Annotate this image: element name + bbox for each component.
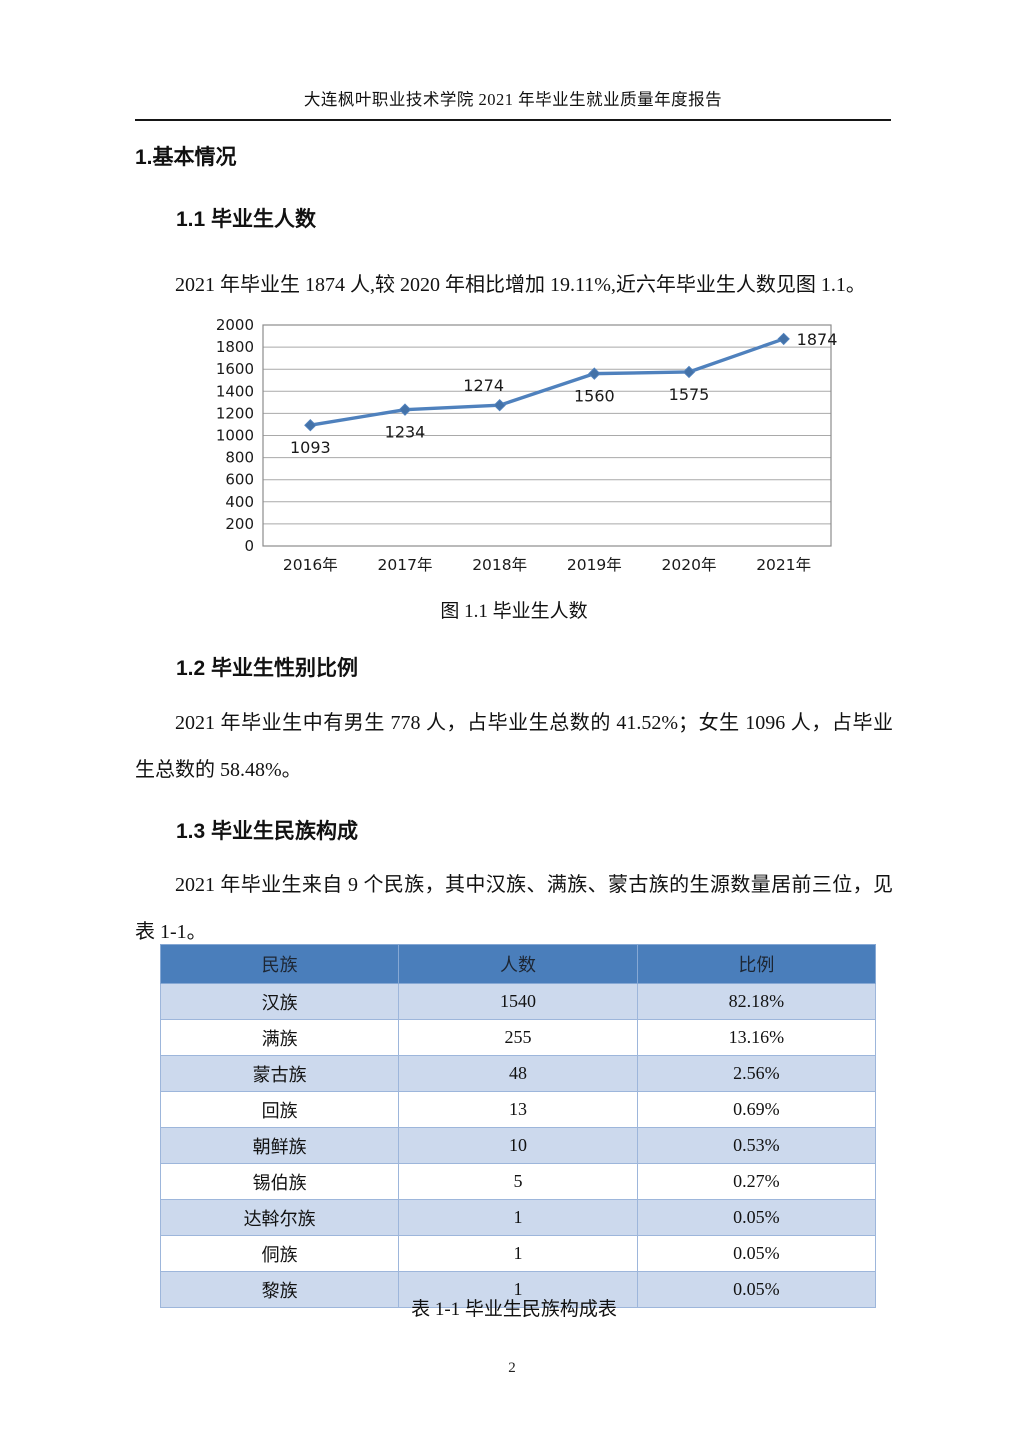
table-cell: 2.56% xyxy=(636,1055,877,1092)
y-axis-tick-label: 1400 xyxy=(216,382,254,400)
table-header-cell: 比例 xyxy=(636,944,877,984)
table-cell: 0.69% xyxy=(636,1091,877,1128)
y-axis-tick-label: 1000 xyxy=(216,427,254,445)
data-point-label: 1874 xyxy=(797,330,838,349)
table-cell: 朝鲜族 xyxy=(159,1127,400,1164)
y-axis-tick-label: 2000 xyxy=(216,316,254,334)
table-cell: 13.16% xyxy=(636,1019,877,1056)
table-cell: 0.05% xyxy=(636,1271,877,1308)
data-point-marker xyxy=(682,365,696,379)
table-cell: 回族 xyxy=(159,1091,400,1128)
y-axis-tick-label: 200 xyxy=(225,515,254,533)
section-heading-basic-info: 1.基本情况 xyxy=(135,146,237,169)
page-number: 2 xyxy=(508,1360,516,1376)
data-point-marker xyxy=(588,367,601,380)
figure-caption: 图 1.1 毕业生人数 xyxy=(440,601,588,622)
page-header: 大连枫叶职业技术学院 2021 年毕业生就业质量年度报告 xyxy=(135,86,891,121)
paragraph-gender-ratio: 2021 年毕业生中有男生 778 人，占毕业生总数的 41.52%；女生 10… xyxy=(135,712,893,781)
table-row: 满族 255 13.16% xyxy=(159,1019,877,1056)
table-row: 黎族 1 0.05% xyxy=(159,1271,877,1308)
x-axis-tick-label: 2017年 xyxy=(378,556,433,574)
data-point-marker xyxy=(777,332,790,346)
table-cell: 82.18% xyxy=(636,983,877,1020)
x-axis-tick-label: 2019年 xyxy=(567,556,622,574)
y-axis-tick-label: 1200 xyxy=(216,404,254,422)
x-axis-tick-label: 2016年 xyxy=(283,556,338,574)
x-axis-tick-label: 2021年 xyxy=(756,556,811,574)
table-row: 朝鲜族 10 0.53% xyxy=(159,1127,877,1164)
data-point-marker xyxy=(493,399,506,412)
table-cell: 13 xyxy=(398,1091,638,1128)
x-axis-tick-label: 2018年 xyxy=(472,556,527,574)
y-axis-tick-label: 400 xyxy=(225,493,254,511)
table-cell: 10 xyxy=(398,1127,638,1164)
data-point-label: 1575 xyxy=(669,385,710,404)
table-cell: 1 xyxy=(398,1271,638,1308)
y-axis-tick-label: 1600 xyxy=(216,360,254,378)
y-axis-tick-label: 800 xyxy=(225,449,254,467)
data-point-label: 1234 xyxy=(385,423,426,442)
ethnicity-table: 民族 人数 比例 汉族 1540 82.18% 满族 255 13.16% 蒙古族 48 2.56%… xyxy=(159,944,877,1308)
table-cell: 满族 xyxy=(159,1019,400,1056)
y-axis-tick-label: 1800 xyxy=(216,338,254,356)
table-header-row: 民族 人数 比例 xyxy=(159,944,877,984)
table-cell: 达斡尔族 xyxy=(159,1199,400,1236)
x-axis-tick-label: 2020年 xyxy=(662,556,717,574)
y-axis-tick-label: 600 xyxy=(225,471,254,489)
table-row: 汉族 1540 82.18% xyxy=(159,983,877,1020)
table-row: 蒙古族 48 2.56% xyxy=(159,1055,877,1092)
table-cell: 0.53% xyxy=(636,1127,877,1164)
table-cell: 锡伯族 xyxy=(159,1163,400,1200)
table-cell: 255 xyxy=(398,1019,638,1056)
section-heading-gender-ratio: 1.2 毕业生性别比例 xyxy=(176,657,359,680)
table-cell: 0.27% xyxy=(636,1163,877,1200)
section-heading-ethnic-composition: 1.3 毕业生民族构成 xyxy=(176,820,359,843)
table-cell: 黎族 xyxy=(159,1271,400,1308)
paragraph-graduate-count: 2021 年毕业生 1874 人,较 2020 年相比增加 19.11%,近六年… xyxy=(175,274,866,296)
plot-border xyxy=(262,324,832,547)
table-header-cell: 人数 xyxy=(398,944,638,984)
data-point-label: 1274 xyxy=(463,376,504,395)
table-cell: 蒙古族 xyxy=(159,1055,400,1092)
table-row: 达斡尔族 1 0.05% xyxy=(159,1199,877,1236)
table-cell: 48 xyxy=(398,1055,638,1092)
y-axis-tick-label: 0 xyxy=(244,537,254,555)
document-title: 大连枫叶职业技术学院 2021 年毕业生就业质量年度报告 xyxy=(303,90,723,109)
table-cell: 0.05% xyxy=(636,1199,877,1236)
data-point-label: 1560 xyxy=(574,387,615,406)
table-row: 回族 13 0.69% xyxy=(159,1091,877,1128)
table-cell: 1 xyxy=(398,1199,638,1236)
graduates-line-chart: 0 200 400 600 800 1000 1200 1400 1600 1800 2000 201… xyxy=(196,316,846,584)
table-cell: 0.05% xyxy=(636,1235,877,1272)
table-cell: 侗族 xyxy=(159,1235,400,1272)
line-chart-svg: 0 200 400 600 800 1000 1200 1400 1600 1800 2000 201… xyxy=(216,316,838,574)
section-heading-graduate-count: 1.1 毕业生人数 xyxy=(176,208,317,231)
table-row: 侗族 1 0.05% xyxy=(159,1235,877,1272)
table-cell: 5 xyxy=(398,1163,638,1200)
table-cell: 1540 xyxy=(398,983,638,1020)
table-body: 汉族 1540 82.18% 满族 255 13.16% 蒙古族 48 2.56% 回族 13 0.6… xyxy=(159,983,877,1308)
table-cell: 汉族 xyxy=(159,983,400,1020)
data-point-marker xyxy=(398,403,412,416)
table-row: 锡伯族 5 0.27% xyxy=(159,1163,877,1200)
paragraph-ethnic-composition: 2021 年毕业生来自 9 个民族，其中汉族、满族、蒙古族的生源数量居前三位，见… xyxy=(135,874,893,943)
table-caption: 表 1-1 毕业生民族构成表 xyxy=(411,1299,617,1320)
series-line xyxy=(308,337,786,427)
table-header-cell: 民族 xyxy=(159,944,400,984)
table-cell: 1 xyxy=(398,1235,638,1272)
data-point-label: 1093 xyxy=(290,438,331,457)
data-point-marker xyxy=(304,419,317,432)
